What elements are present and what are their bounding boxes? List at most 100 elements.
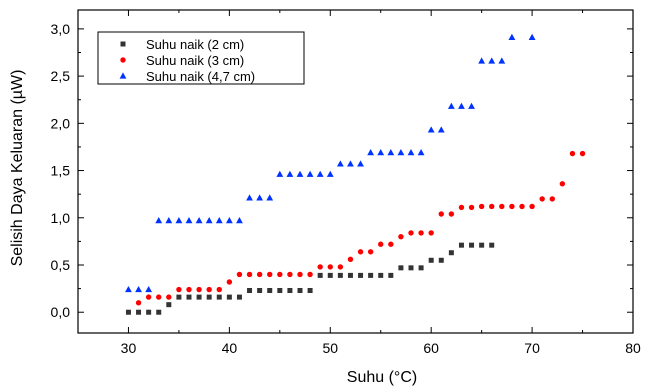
data-point <box>539 196 545 202</box>
data-point <box>166 294 172 300</box>
data-point <box>398 265 404 271</box>
x-tick-label: 30 <box>121 340 137 356</box>
y-tick-label: 0,5 <box>51 257 71 273</box>
data-point <box>387 149 395 156</box>
data-point <box>206 286 212 293</box>
data-point <box>236 294 242 300</box>
axis-ticks: 30 40 50 60 70 80 0,0 0,5 1,0 1,5 2,0 2,5 3,0 <box>51 10 641 356</box>
legend-box <box>97 31 305 85</box>
data-point <box>176 286 182 293</box>
data-point <box>408 230 414 236</box>
data-point <box>186 294 192 300</box>
data-point <box>175 217 183 224</box>
data-point <box>347 256 354 263</box>
x-tick-label: 50 <box>322 340 338 356</box>
data-point <box>569 150 576 157</box>
data-point <box>297 288 303 293</box>
data-point <box>468 102 475 109</box>
data-point <box>388 272 394 278</box>
data-point <box>236 217 243 224</box>
data-point <box>195 217 203 224</box>
data-point <box>508 33 516 40</box>
data-point <box>316 170 324 177</box>
legend-marker <box>119 72 127 79</box>
data-point <box>336 160 344 167</box>
data-point <box>216 294 222 300</box>
data-point <box>559 181 566 187</box>
data-point <box>156 294 162 300</box>
y-tick-label: 1,0 <box>51 210 71 226</box>
data-point <box>276 170 284 177</box>
data-point <box>458 102 465 109</box>
data-point <box>398 233 404 240</box>
data-point <box>488 57 496 64</box>
data-point <box>317 272 323 278</box>
data-point <box>479 242 485 248</box>
data-point <box>337 264 344 270</box>
legend-label: Suhu naik (3 cm) <box>146 53 244 68</box>
data-point <box>529 203 535 210</box>
data-point <box>267 288 273 293</box>
data-point <box>216 286 222 293</box>
data-point <box>498 57 506 64</box>
data-point <box>388 241 394 247</box>
data-point <box>367 149 375 156</box>
x-tick-label: 80 <box>625 340 641 356</box>
y-tick-label: 2,0 <box>51 115 71 131</box>
y-axis-title: Selisih Daya Keluaran (µW) <box>9 70 26 267</box>
data-point <box>277 271 283 278</box>
data-point <box>135 300 142 306</box>
x-axis-title: Suhu (°C) <box>347 369 417 386</box>
data-point <box>347 160 354 167</box>
data-point <box>306 170 314 177</box>
data-markers <box>125 33 586 315</box>
legend-marker <box>120 41 126 47</box>
data-point <box>156 309 162 315</box>
data-point <box>145 294 152 300</box>
data-point <box>196 294 202 300</box>
data-point <box>326 170 334 177</box>
data-point <box>378 241 384 247</box>
data-point <box>417 149 425 156</box>
data-point <box>287 271 293 278</box>
data-point <box>307 288 313 293</box>
data-point <box>246 271 253 278</box>
data-point <box>166 302 172 308</box>
legend-marker <box>120 57 126 63</box>
data-point <box>257 288 263 293</box>
data-point <box>146 309 152 315</box>
data-point <box>458 204 465 211</box>
data-point <box>447 102 455 109</box>
data-point <box>519 203 525 210</box>
data-point <box>215 217 223 224</box>
data-point <box>155 217 163 224</box>
series-3-markers <box>125 33 536 293</box>
series-1-markers <box>125 242 495 315</box>
data-point <box>478 57 486 64</box>
data-point <box>367 249 374 255</box>
data-point <box>549 196 555 202</box>
data-point <box>418 230 424 236</box>
data-point <box>579 150 586 157</box>
data-point <box>438 211 444 217</box>
data-point <box>437 126 445 133</box>
data-point <box>397 149 405 156</box>
data-point <box>469 242 475 248</box>
data-point <box>236 271 243 278</box>
data-point <box>205 217 213 224</box>
data-point <box>246 194 253 201</box>
data-point <box>125 285 132 293</box>
legend-label: Suhu naik (4,7 cm) <box>146 69 255 84</box>
y-tick-label: 1,5 <box>51 163 71 179</box>
data-point <box>378 272 384 278</box>
data-point <box>489 203 495 210</box>
plot-frame <box>77 9 634 334</box>
data-point <box>468 204 475 211</box>
data-point <box>478 203 485 210</box>
data-point <box>438 257 444 263</box>
x-tick-label: 40 <box>222 340 238 356</box>
data-point <box>266 194 274 201</box>
data-point <box>368 272 374 278</box>
data-point <box>489 242 495 248</box>
data-point <box>428 230 434 236</box>
